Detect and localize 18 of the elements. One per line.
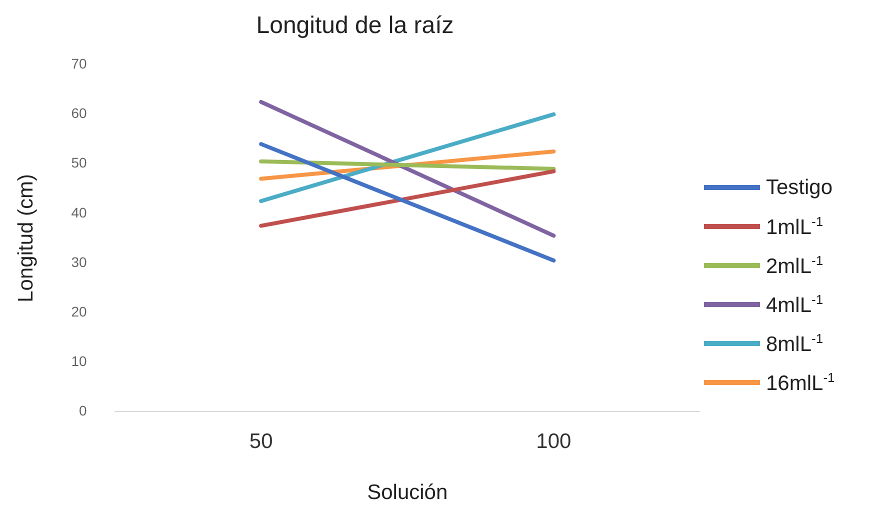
y-axis-title: Longitud (cm) [14, 174, 38, 302]
y-tick-label: 0 [78, 402, 87, 418]
y-tick-label: 60 [71, 105, 87, 122]
y-tick-label: 30 [71, 254, 87, 270]
x-axis-title: Solución [367, 481, 448, 504]
chart-title: Longitud de la raíz [256, 12, 454, 40]
y-tick-label: 50 [71, 154, 87, 171]
legend-label: 8mlL$^{-1}$ [766, 330, 824, 356]
y-tick-label: 20 [71, 303, 87, 320]
y-tick-label: 10 [71, 352, 87, 369]
legend-label: 4mlL$^{-1}$ [766, 292, 824, 318]
legend-label: 1mlL$^{-1}$ [766, 214, 824, 240]
legend-label: 16mlL$^{-1}$ [766, 370, 835, 396]
y-tick-label: 40 [71, 204, 87, 220]
y-tick-label: 70 [71, 56, 87, 72]
legend-label: 2mlL$^{-1}$ [766, 252, 824, 278]
x-tick-label: 100 [536, 430, 572, 453]
legend-label: Testigo [766, 176, 833, 200]
